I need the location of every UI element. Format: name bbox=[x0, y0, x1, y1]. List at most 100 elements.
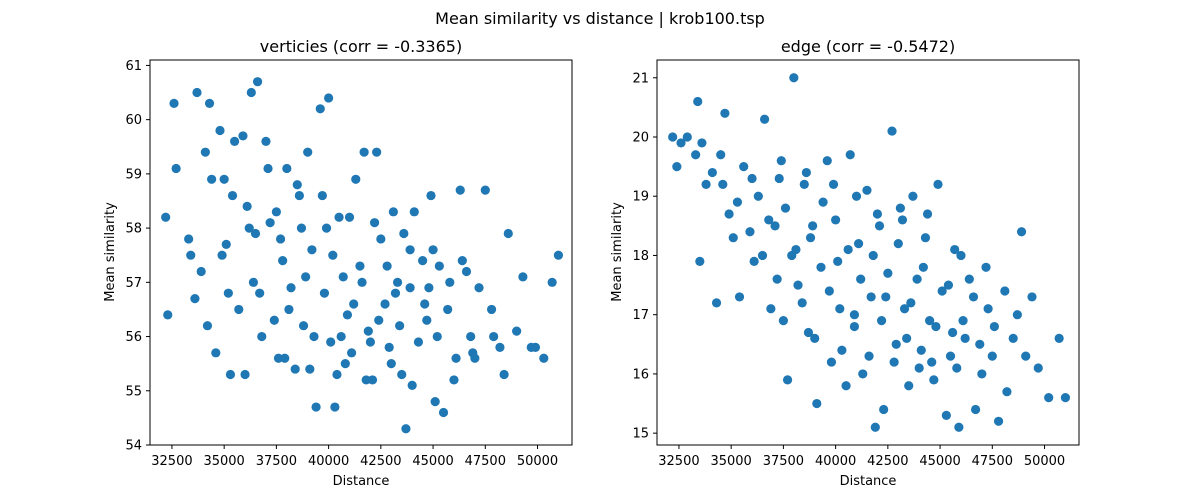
scatter-point bbox=[489, 331, 499, 342]
scatter-point bbox=[321, 223, 332, 233]
scatter-point bbox=[397, 369, 407, 380]
scatter-point bbox=[876, 316, 887, 326]
scatter-point bbox=[221, 239, 231, 249]
scatter-point bbox=[499, 369, 509, 380]
x-axis-label: Distance bbox=[333, 474, 390, 489]
scatter-point bbox=[530, 342, 541, 352]
scatter-point bbox=[970, 404, 981, 415]
scatter-point bbox=[747, 173, 757, 184]
scatter-point bbox=[739, 162, 749, 172]
scatter-point bbox=[217, 250, 227, 260]
scatter-point bbox=[413, 337, 424, 347]
scatter-point bbox=[952, 363, 962, 373]
scatter-point bbox=[238, 131, 248, 141]
scatter-point bbox=[895, 203, 905, 213]
scatter-point bbox=[897, 215, 908, 225]
scatter-point bbox=[914, 363, 924, 373]
scatter-point bbox=[171, 163, 181, 174]
scatter-point bbox=[799, 179, 809, 189]
scatter-point bbox=[292, 180, 302, 190]
y-tick-label: 20 bbox=[632, 131, 649, 146]
scatter-point bbox=[764, 215, 774, 225]
scatter-point bbox=[443, 304, 453, 315]
scatter-point bbox=[902, 333, 912, 343]
x-tick-label: 42500 bbox=[867, 454, 908, 469]
scatter-point bbox=[841, 381, 851, 391]
scatter-point bbox=[250, 228, 261, 239]
scatter-point bbox=[190, 293, 200, 304]
scatter-point bbox=[215, 125, 225, 136]
scatter-panel-verticies: verticies (corr = -0.3365) 32500 35000 375… bbox=[103, 37, 573, 489]
scatter-point bbox=[298, 321, 309, 331]
y-axis-label: Mean similarity bbox=[103, 202, 118, 302]
scatter-point bbox=[451, 353, 461, 363]
scatter-point bbox=[870, 422, 880, 432]
axes-frame bbox=[149, 59, 573, 446]
scatter-point bbox=[309, 331, 319, 342]
scatter-point bbox=[964, 274, 974, 284]
scatter-point bbox=[305, 364, 315, 374]
scatter-point bbox=[778, 316, 788, 326]
scatter-point bbox=[1021, 351, 1031, 361]
scatter-point bbox=[789, 73, 799, 83]
scatter-point bbox=[301, 272, 311, 282]
scatter-point bbox=[395, 321, 405, 331]
y-tick-label: 55 bbox=[125, 384, 142, 399]
scatter-point bbox=[893, 239, 903, 249]
scatter-point bbox=[808, 221, 818, 231]
scatter-point bbox=[837, 345, 847, 355]
scatter-point bbox=[989, 321, 999, 332]
scatter-point bbox=[793, 280, 803, 290]
scatter-point bbox=[386, 359, 396, 369]
x-tick-label: 47500 bbox=[972, 454, 1013, 469]
scatter-point bbox=[211, 348, 221, 358]
x-axis-label: Distance bbox=[840, 474, 897, 489]
scatter-point bbox=[261, 136, 271, 146]
y-tick-label: 21 bbox=[632, 71, 649, 86]
scatter-point bbox=[294, 190, 304, 201]
scatter-point bbox=[219, 174, 229, 184]
scatter-point bbox=[937, 286, 947, 296]
scatter-point bbox=[977, 369, 987, 379]
scatter-point bbox=[881, 292, 891, 302]
scatter-point bbox=[265, 218, 275, 228]
scatter-point bbox=[169, 98, 179, 108]
scatter-point bbox=[856, 274, 866, 284]
scatter-point bbox=[426, 190, 436, 201]
scatter-point bbox=[344, 212, 355, 222]
scatter-point bbox=[1027, 292, 1037, 302]
scatter-point bbox=[420, 299, 430, 309]
scatter-point bbox=[682, 132, 692, 142]
scatter-point bbox=[954, 422, 964, 432]
scatter-point bbox=[791, 244, 801, 255]
scatter-point bbox=[851, 191, 862, 201]
scatter-point bbox=[1044, 393, 1054, 403]
scatter-point bbox=[724, 209, 734, 219]
scatter-point bbox=[255, 288, 265, 298]
scatter-point bbox=[252, 77, 263, 87]
scatter-point bbox=[200, 147, 210, 157]
scatter-point bbox=[284, 304, 294, 315]
scatter-point bbox=[376, 234, 386, 244]
scatter-point bbox=[296, 223, 307, 233]
y-tick-label: 58 bbox=[125, 222, 142, 237]
scatter-point bbox=[380, 299, 390, 309]
scatter-point bbox=[338, 272, 348, 282]
scatter-point bbox=[732, 197, 743, 207]
scatter-point bbox=[271, 207, 281, 217]
scatter-point bbox=[780, 203, 791, 213]
scatter-point bbox=[716, 150, 726, 160]
scatter-point bbox=[766, 304, 776, 314]
scatter-point bbox=[161, 212, 171, 222]
scatter-point bbox=[244, 223, 254, 233]
scatter-panel-edge: edge (corr = -0.5472) 32500 35000 37500 400… bbox=[610, 37, 1080, 489]
scatter-point bbox=[711, 298, 722, 308]
scatter-point bbox=[405, 283, 415, 293]
scatter-point bbox=[948, 327, 958, 338]
scatter-point bbox=[868, 250, 878, 261]
scatter-point bbox=[372, 147, 382, 157]
y-tick-label: 15 bbox=[632, 427, 649, 442]
scatter-point bbox=[672, 162, 682, 172]
scatter-point bbox=[234, 304, 244, 315]
scatter-point bbox=[916, 345, 926, 355]
